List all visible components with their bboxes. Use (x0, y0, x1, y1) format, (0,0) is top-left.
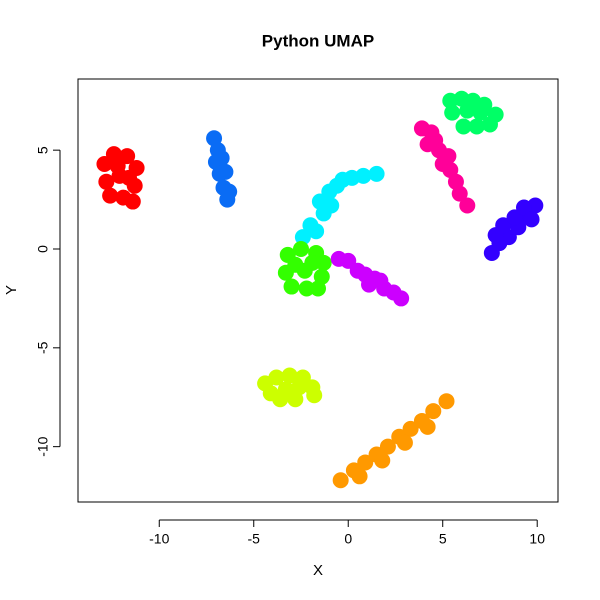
point (351, 468, 368, 485)
point (374, 452, 391, 469)
point (355, 167, 372, 184)
point (221, 183, 238, 200)
point (393, 290, 410, 307)
y-tick-label: 0 (35, 245, 51, 253)
point (357, 454, 374, 471)
point (308, 223, 325, 240)
point (459, 102, 476, 119)
point (213, 150, 230, 167)
point (427, 132, 444, 149)
point (438, 393, 455, 410)
point (332, 472, 349, 489)
point (379, 438, 396, 455)
point (287, 256, 304, 273)
point (425, 403, 442, 420)
point (315, 254, 332, 271)
point (292, 240, 309, 257)
point (368, 165, 385, 182)
point (124, 193, 141, 210)
x-axis-label: X (313, 562, 323, 579)
y-axis-label: Y (3, 285, 20, 295)
point (323, 197, 340, 214)
point (304, 254, 321, 271)
x-tick-label: 0 (344, 531, 352, 547)
y-tick-label: -10 (35, 436, 51, 456)
point (472, 104, 489, 121)
point (419, 418, 436, 435)
point (310, 280, 326, 297)
point (102, 187, 119, 204)
point (298, 280, 315, 297)
point (340, 252, 357, 269)
point (440, 148, 457, 165)
point (372, 272, 389, 289)
y-tick-label: -5 (35, 341, 51, 354)
point (98, 173, 115, 190)
point (451, 185, 468, 202)
point (96, 155, 113, 172)
point (294, 229, 311, 246)
point (506, 209, 523, 226)
point (272, 391, 289, 408)
point (119, 148, 136, 165)
point (455, 118, 472, 135)
point (281, 367, 298, 384)
point (487, 227, 504, 244)
x-tick-label: 10 (529, 531, 545, 547)
point (515, 199, 532, 216)
plot-frame (77, 78, 559, 503)
point (396, 434, 413, 451)
point (121, 169, 138, 186)
x-tick-label: -10 (149, 531, 169, 547)
chart-title: Python UMAP (262, 31, 374, 50)
point (283, 278, 300, 295)
point (468, 118, 485, 135)
point (481, 116, 498, 133)
y-tick-label: 5 (35, 146, 51, 154)
point (442, 161, 459, 178)
point (268, 369, 285, 386)
point (444, 104, 461, 121)
point (217, 163, 234, 180)
x-tick-label: -5 (248, 531, 261, 547)
point (523, 211, 540, 228)
point (459, 197, 476, 214)
point (109, 157, 126, 174)
point (287, 391, 304, 408)
x-tick-label: 5 (439, 531, 447, 547)
point (500, 229, 517, 246)
point (306, 387, 323, 404)
point (402, 420, 419, 437)
